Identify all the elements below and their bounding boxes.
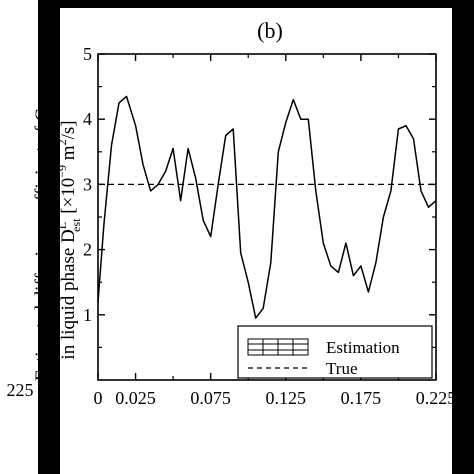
legend-estimation-swatch <box>247 338 309 356</box>
ylabel-exponent: −9 <box>55 165 69 178</box>
ylabel-close: /s] <box>58 120 79 139</box>
series-layer <box>97 95 437 319</box>
plot-area: 0 0.025 0.075 0.125 0.175 0.225 1 2 3 4 5 <box>83 44 456 408</box>
x-tick-label: 0.175 <box>341 388 382 408</box>
ylabel-symbol-sup: L <box>55 222 69 229</box>
y-tick-label: 3 <box>83 174 92 194</box>
ylabel-bracket: [×10 <box>58 178 79 219</box>
x-tick-label: 0.075 <box>190 388 231 408</box>
legend: Estimation True <box>237 325 433 379</box>
legend-box <box>237 325 433 379</box>
y-axis-label-line-2: in liquid phase DLest [×10−9 m2/s] <box>55 120 83 359</box>
x-axis-tick-labels: 0 0.025 0.075 0.125 0.175 0.225 <box>94 388 457 408</box>
top-border-band <box>38 0 474 8</box>
right-neighbor-ylabel: Estimated diffusion coefficient of Cu <box>463 99 474 382</box>
y-tick-label: 1 <box>83 305 92 325</box>
left-neighbor-tick-label: 225 <box>7 380 34 400</box>
ylabel-unit: m <box>58 145 79 165</box>
y-tick-label: 4 <box>83 109 92 129</box>
series-line-estimation <box>97 95 437 319</box>
left-border-band <box>38 0 60 474</box>
y-axis-label-line-1: Estimated diffusion coefficient of Cu <box>32 98 53 381</box>
right-border-band <box>452 0 474 474</box>
x-tick-label: 0.225 <box>416 388 457 408</box>
panel-label: (b) <box>257 18 283 43</box>
x-tick-label: 0.025 <box>115 388 156 408</box>
x-tick-label: 0 <box>94 388 103 408</box>
legend-estimation-label: Estimation <box>326 338 400 357</box>
ylabel-unit-exponent: 2 <box>55 139 69 145</box>
x-tick-label: 0.125 <box>266 388 307 408</box>
y-axis-ticks <box>98 53 436 348</box>
y-tick-label: 5 <box>83 44 92 64</box>
ylabel-symbol: in liquid phase D <box>58 229 79 359</box>
legend-true-label: True <box>326 359 358 378</box>
y-axis-tick-labels: 1 2 3 4 5 <box>83 44 92 325</box>
y-tick-label: 2 <box>83 240 92 260</box>
ylabel-symbol-sub: est <box>69 218 83 232</box>
